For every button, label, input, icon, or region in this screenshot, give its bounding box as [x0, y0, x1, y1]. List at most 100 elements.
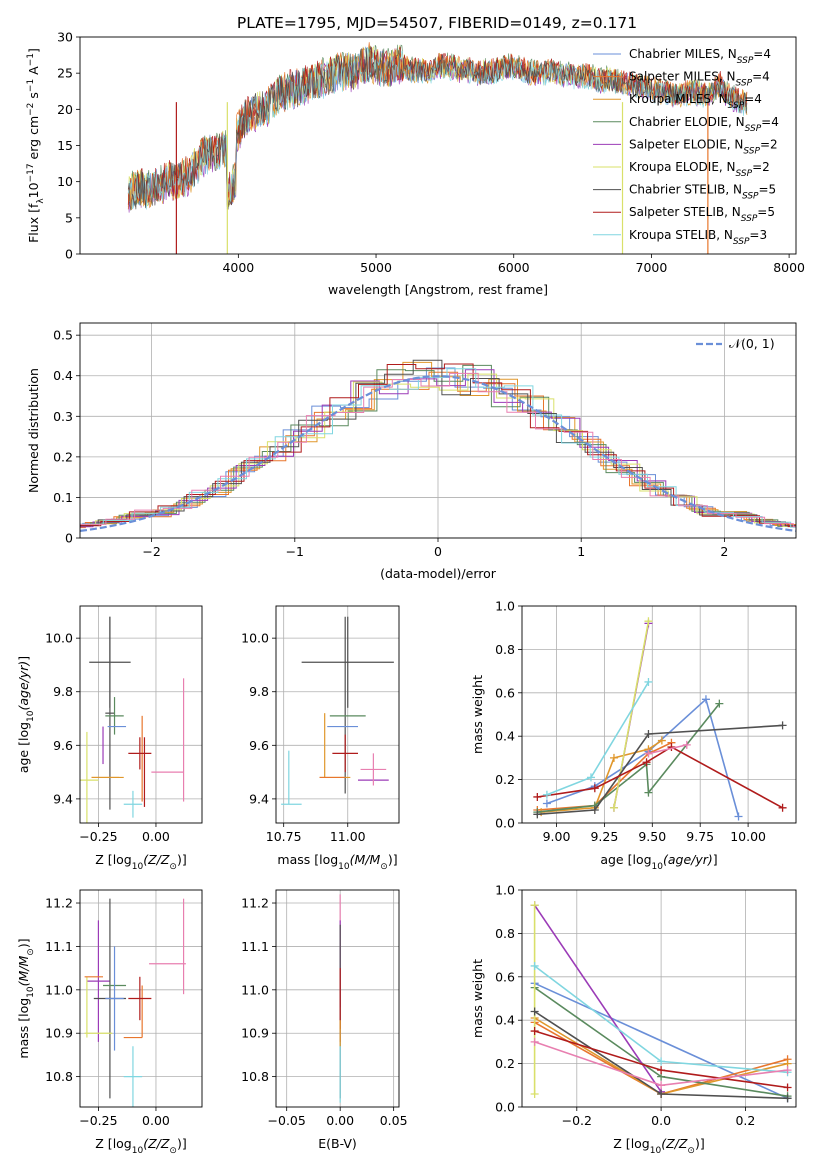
data-point	[530, 1089, 539, 1098]
y-tick-label: 10.9	[45, 1026, 73, 1041]
data-point	[701, 695, 710, 704]
spectrum-panel: 4000 5000 6000 7000 8000 0 5 10 15 20 25 30 waveleng…	[26, 30, 805, 298]
label-part: Kroupa STELIB, N	[629, 228, 733, 242]
data-point	[530, 1007, 539, 1016]
data-point	[644, 788, 653, 797]
x-tick-label: 9.00	[543, 829, 571, 844]
axes-frame	[521, 889, 797, 1108]
y-tick-label: 0.2	[495, 1056, 515, 1071]
legend-entry: Chabrier STELIB, NSSP=5	[629, 183, 776, 202]
label-part: ⊙	[169, 1146, 177, 1156]
label-part: =2	[752, 160, 770, 174]
data-point	[609, 803, 618, 812]
y-tick-label: 0.6	[495, 685, 515, 700]
axes-frame	[275, 889, 400, 1108]
x-tick-label: 2	[720, 544, 728, 559]
data-point	[778, 803, 787, 812]
label-part: =4	[761, 115, 779, 129]
label-part: )]	[695, 1136, 705, 1151]
y-tick-label: 9.6	[249, 738, 269, 753]
data-point	[530, 901, 539, 910]
x-tick-label: 5000	[360, 260, 392, 275]
spectrum-line-chabrier-stelib	[127, 46, 748, 211]
y-tick-label: 0.8	[495, 642, 515, 657]
label-part: =5	[759, 183, 777, 197]
y-tick-label: 1.0	[495, 883, 515, 898]
label-part: SSP	[741, 214, 758, 224]
label-part: log	[16, 998, 31, 1017]
label-part: Kroupa MILES, N	[629, 92, 728, 106]
data-point	[783, 1094, 792, 1103]
label-part: erg cm	[26, 116, 41, 164]
legend-entry: Kroupa MILES, NSSP=4	[629, 92, 762, 111]
x-tick-label: 9.75	[686, 829, 714, 844]
figure-title: PLATE=1795, MJD=54507, FIBERID=0149, z=0…	[237, 14, 637, 32]
x-tick-label: 0.05	[380, 1113, 408, 1128]
y-tick-label: 11.2	[241, 896, 269, 911]
label-part: Z [	[95, 1136, 112, 1151]
label-part: 10	[652, 862, 664, 872]
mass-weight-vs-Z-panel: −0.2 0.0 0.2 0.0 0.2 0.4 0.6 0.8 1.0 Z [log10(Z/Z…	[470, 883, 797, 1156]
label-part: 10	[26, 710, 36, 722]
y-tick-label: 10.0	[241, 631, 269, 646]
label-part: ]	[26, 48, 41, 53]
x-tick-label: 6000	[498, 260, 530, 275]
y-tick-label: 1.0	[495, 599, 515, 614]
y-axis-label: mass weight	[470, 959, 485, 1038]
series-line-kroupa-elodie	[613, 621, 650, 808]
label-part: SSP	[736, 169, 753, 179]
x-tick-label: −1	[286, 544, 304, 559]
data-point	[657, 1081, 666, 1090]
y-tick-label: 10.8	[45, 1069, 73, 1084]
y-tick-label: 11.0	[45, 982, 73, 997]
data-point	[644, 730, 653, 739]
data-point	[657, 736, 666, 745]
label-part: log	[113, 852, 132, 867]
axes-frame	[79, 36, 797, 255]
y-tick-label: 10	[57, 174, 73, 189]
series-line-kroupa-stelib	[546, 681, 650, 796]
y-axis-label: Flux [fλ10−17 erg cm−2 s−1 A−1]	[26, 48, 46, 243]
y-axis-label: mass weight	[470, 675, 485, 754]
y-tick-label: 0.2	[53, 449, 73, 464]
x-tick-label: −0.25	[79, 1113, 117, 1128]
legend-entry: Salpeter ELODIE, NSSP=2	[629, 137, 778, 156]
residual-histogram-panel: −2 −1 0 1 2 0 0.1 0.2 0.3 0.4 0.5 𝒩(0, 1) (data-mode…	[26, 322, 797, 581]
y-tick-label: 10.8	[241, 1069, 269, 1084]
y-tick-label: 0.3	[53, 409, 73, 424]
x-tick-label: 0.00	[326, 1113, 354, 1128]
label-part: λ	[36, 198, 46, 204]
label-part: Z [	[95, 852, 112, 867]
data-point	[530, 1027, 539, 1036]
data-point	[542, 799, 551, 808]
label-part: ⊙	[169, 862, 177, 872]
label-part: =5	[757, 205, 775, 219]
label-part: age [	[600, 852, 632, 867]
y-tick-label: 15	[57, 138, 73, 153]
label-part: 10	[26, 182, 41, 198]
label-part: log	[113, 1136, 132, 1151]
label-part: Chabrier MILES, N	[629, 47, 737, 61]
age-vs-mass-panel: 10.75 11.00 9.4 9.6 9.8 10.0 mass [log10(M/M⊙)…	[241, 605, 400, 872]
label-part: SSP	[745, 124, 762, 134]
mass-weight-vs-age-panel: 9.00 9.25 9.50 9.75 10.00 0.0 0.2 0.4 0.6 0.8 1.0 a…	[470, 599, 797, 872]
x-tick-label: −2	[142, 544, 160, 559]
label-part: )]	[177, 852, 187, 867]
x-tick-label: 10.00	[730, 829, 766, 844]
label-part: 10	[26, 986, 36, 998]
x-tick-label: 0.2	[735, 1113, 755, 1128]
x-tick-label: −0.05	[268, 1113, 306, 1128]
x-tick-label: 11.00	[330, 829, 366, 844]
label-part: Chabrier STELIB, N	[629, 183, 742, 197]
legend-entry: Salpeter MILES, NSSP=4	[629, 70, 770, 89]
x-axis-label: mass [log10(M/M⊙)]	[277, 852, 397, 872]
y-tick-label: 9.4	[249, 791, 269, 806]
data-point	[542, 790, 551, 799]
label-part: −1	[26, 79, 36, 92]
y-tick-label: 9.8	[53, 684, 73, 699]
y-tick-label: 0	[65, 531, 73, 546]
label-part: )]	[16, 938, 31, 948]
x-axis-label: Z [log10(Z/Z⊙)]	[95, 1136, 186, 1156]
normal-curve	[80, 375, 796, 532]
y-tick-label: 10.0	[45, 631, 73, 646]
